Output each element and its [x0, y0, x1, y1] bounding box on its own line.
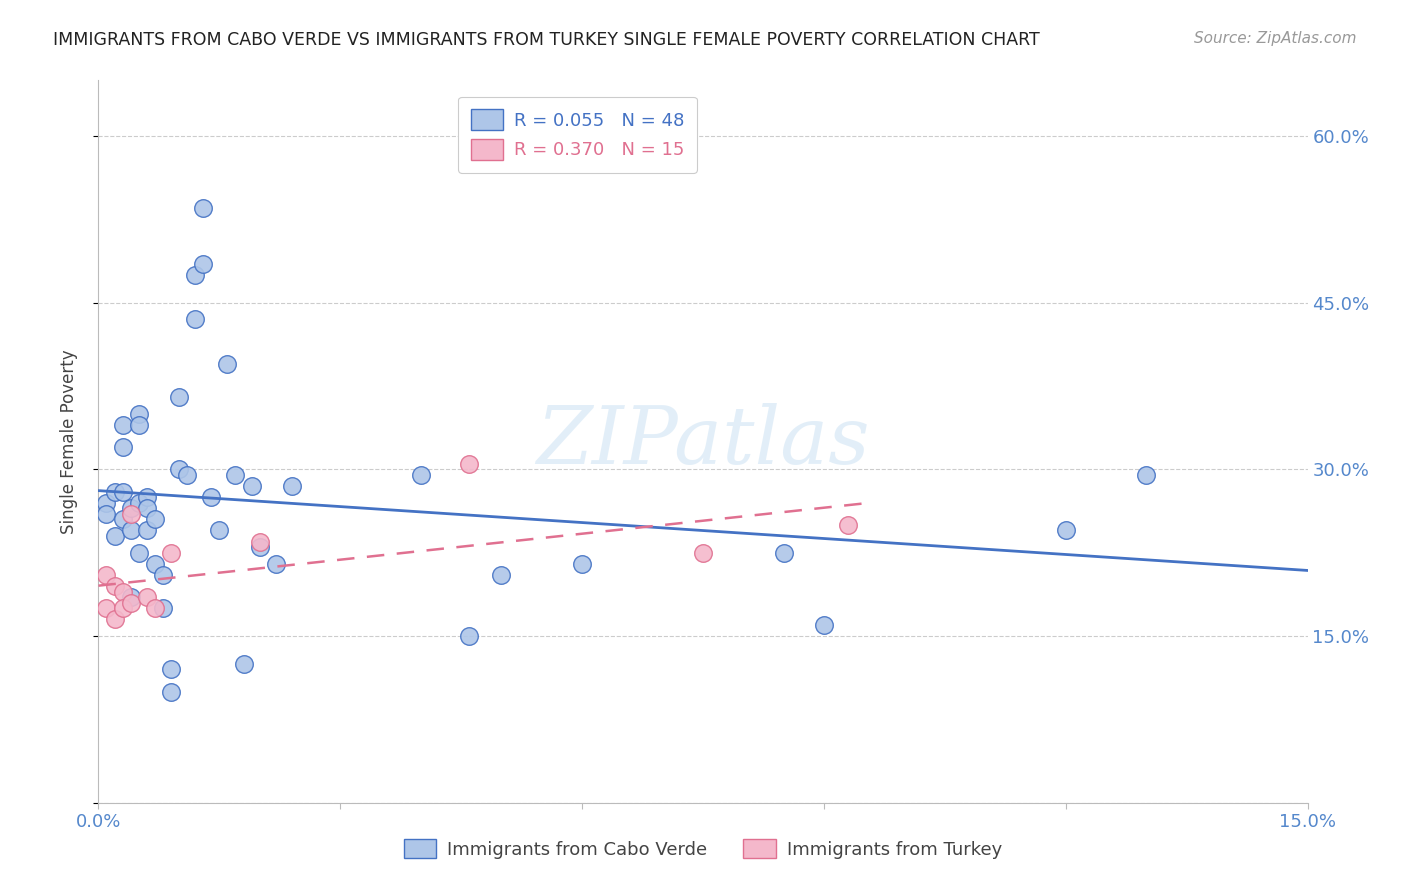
Point [491, 568, 513, 582]
Point [111, 601, 134, 615]
Point [96, 568, 118, 582]
Point [111, 512, 134, 526]
Point [128, 417, 150, 432]
Point [152, 601, 174, 615]
Point [135, 490, 157, 504]
Point [232, 657, 254, 671]
Point [240, 479, 263, 493]
Point [96, 507, 118, 521]
Point [224, 467, 246, 482]
Point [135, 524, 157, 538]
Point [167, 390, 190, 404]
Point [120, 507, 142, 521]
Point [409, 467, 432, 482]
Point [772, 546, 794, 560]
Point [103, 529, 125, 543]
Point [193, 201, 215, 215]
Point [184, 268, 207, 282]
Point [458, 629, 481, 643]
Point [96, 496, 118, 510]
Point [128, 407, 150, 421]
Point [111, 484, 134, 499]
Point [160, 662, 183, 676]
Point [135, 501, 157, 516]
Point [281, 479, 304, 493]
Point [111, 440, 134, 454]
Point [120, 501, 142, 516]
Point [103, 579, 125, 593]
Point [96, 601, 118, 615]
Point [152, 568, 174, 582]
Point [184, 312, 207, 326]
Point [120, 596, 142, 610]
Point [264, 557, 287, 571]
Point [249, 534, 271, 549]
Point [1054, 524, 1077, 538]
Point [167, 462, 190, 476]
Point [143, 601, 166, 615]
Point [200, 490, 222, 504]
Point [103, 612, 125, 626]
Point [160, 684, 183, 698]
Text: IMMIGRANTS FROM CABO VERDE VS IMMIGRANTS FROM TURKEY SINGLE FEMALE POVERTY CORRE: IMMIGRANTS FROM CABO VERDE VS IMMIGRANTS… [53, 31, 1040, 49]
Point [813, 618, 835, 632]
Point [143, 512, 166, 526]
Point [160, 546, 183, 560]
Point [1135, 467, 1157, 482]
Point [128, 546, 150, 560]
Point [458, 457, 481, 471]
Point [837, 517, 859, 532]
Point [249, 540, 271, 554]
Y-axis label: Single Female Poverty: Single Female Poverty [59, 350, 77, 533]
Legend: Immigrants from Cabo Verde, Immigrants from Turkey: Immigrants from Cabo Verde, Immigrants f… [396, 832, 1010, 866]
Text: Source: ZipAtlas.com: Source: ZipAtlas.com [1194, 31, 1357, 46]
Text: ZIPatlas: ZIPatlas [536, 403, 870, 480]
Point [103, 484, 125, 499]
Point [135, 590, 157, 604]
Point [143, 557, 166, 571]
Point [208, 524, 231, 538]
Point [193, 257, 215, 271]
Point [571, 557, 593, 571]
Point [128, 496, 150, 510]
Point [217, 357, 239, 371]
Point [176, 467, 198, 482]
Point [111, 584, 134, 599]
Point [120, 590, 142, 604]
Point [120, 524, 142, 538]
Point [692, 546, 714, 560]
Point [111, 417, 134, 432]
